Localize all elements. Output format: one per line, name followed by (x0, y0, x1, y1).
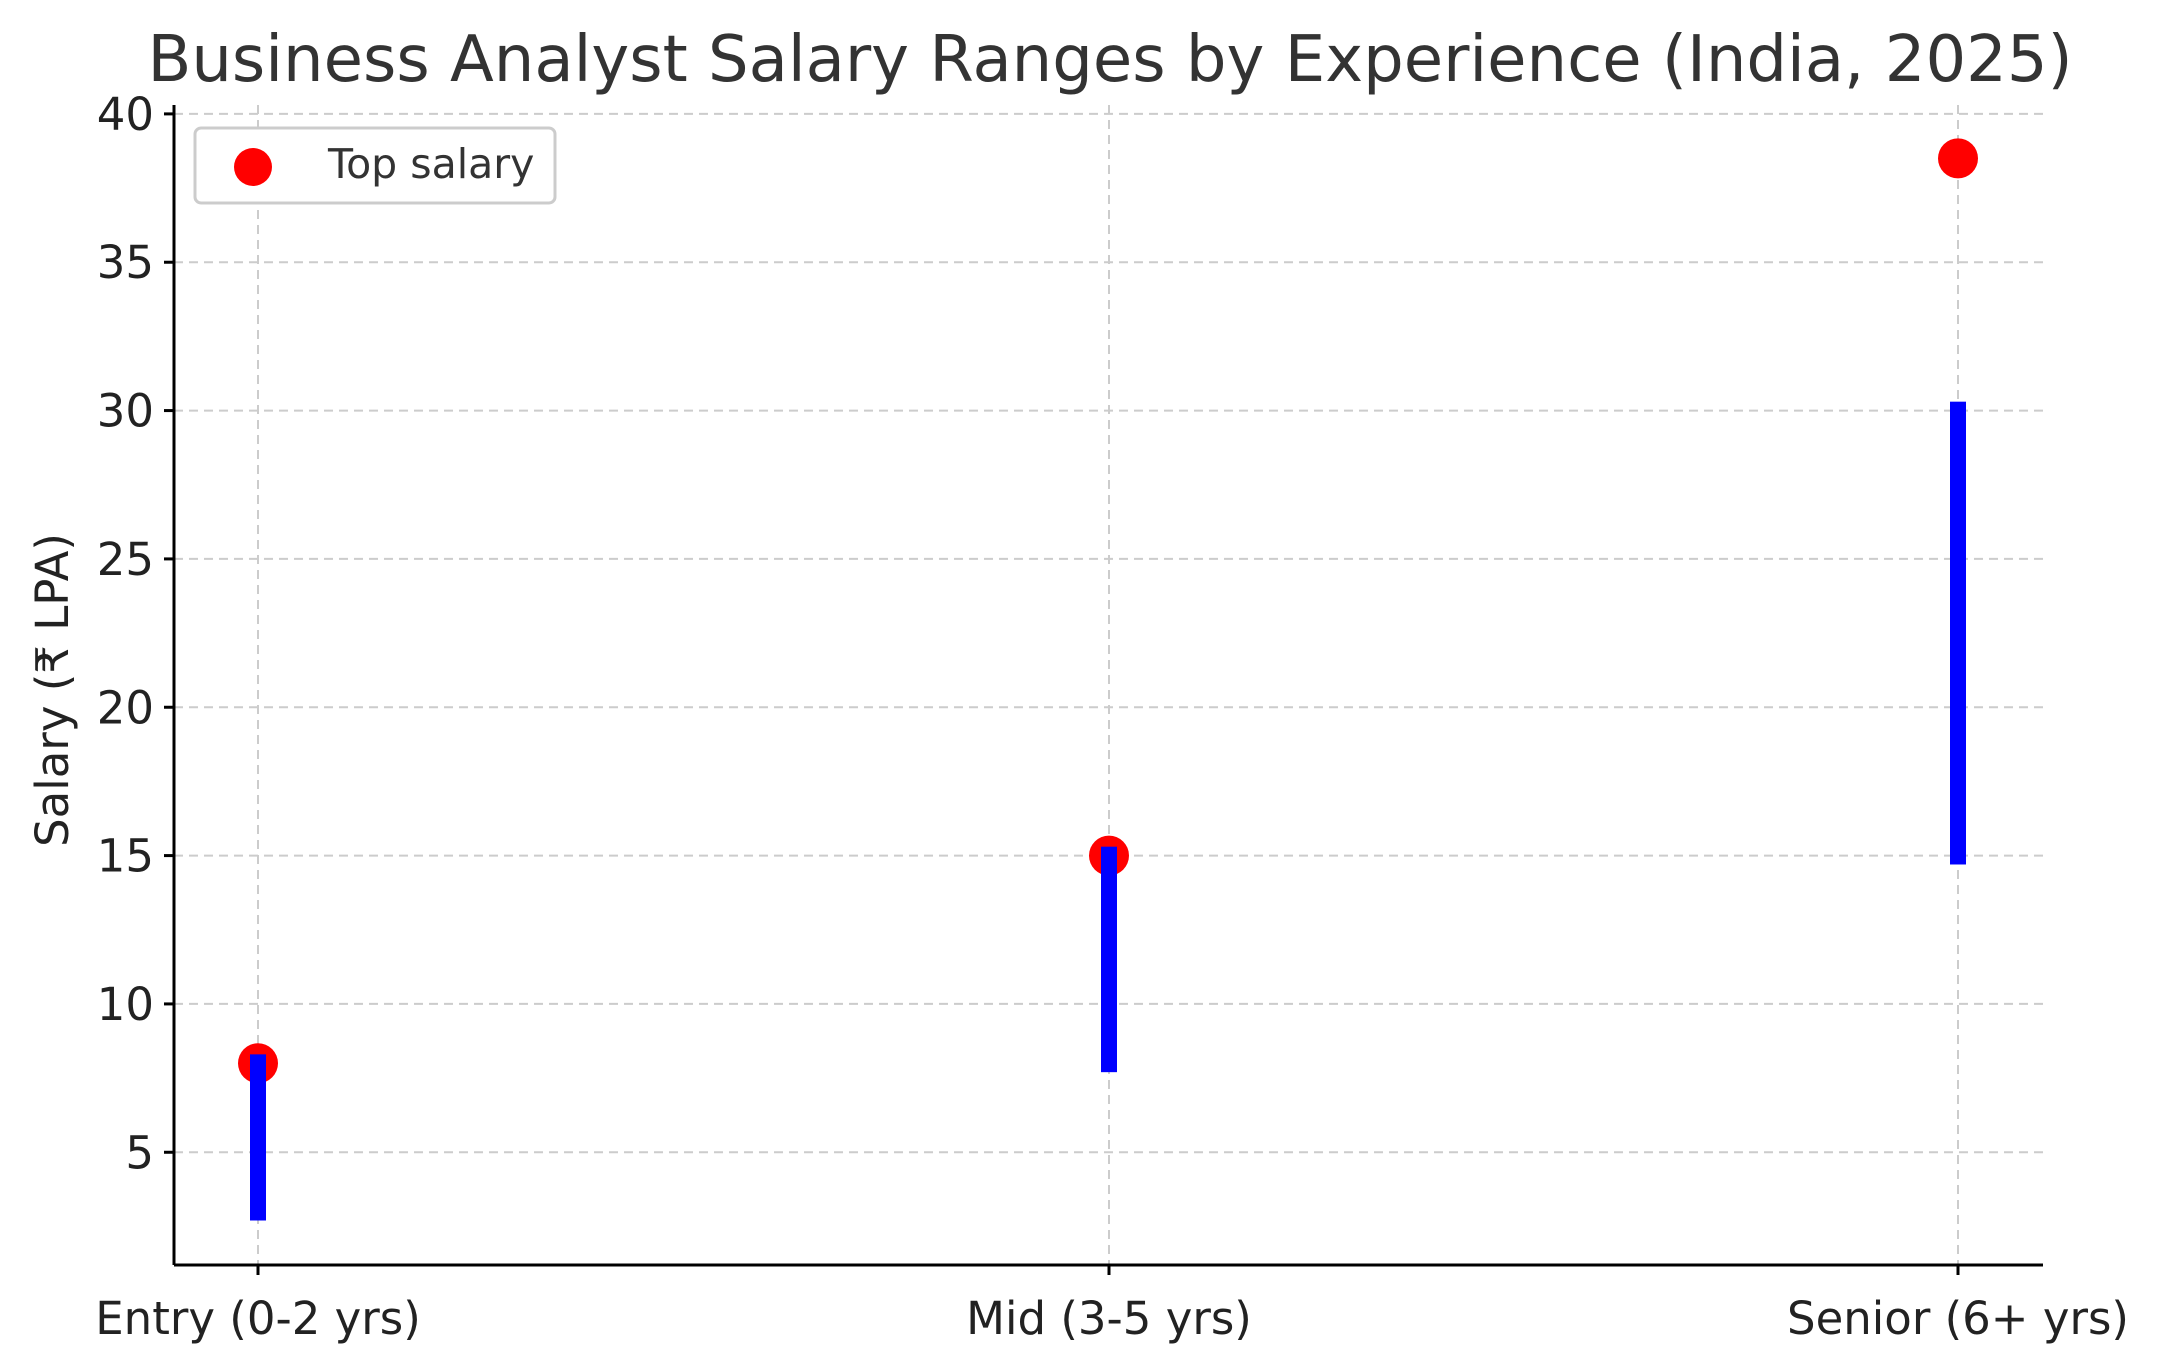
y-tick-label: 5 (125, 1126, 154, 1179)
y-tick-label: 35 (97, 236, 154, 289)
salary-range-bar (250, 1054, 266, 1221)
y-tick-label: 15 (97, 830, 154, 883)
x-tick-label: Senior (6+ yrs) (1787, 1292, 2129, 1345)
y-tick-label: 20 (97, 681, 154, 734)
legend: Top salary (193, 126, 557, 205)
y-tick-label: 25 (97, 533, 154, 586)
x-tick-label: Mid (3-5 yrs) (966, 1292, 1252, 1345)
x-tick-label: Entry (0-2 yrs) (95, 1292, 421, 1345)
chart-marks (238, 138, 1978, 1221)
grid (174, 105, 2043, 1265)
y-axis-label: Salary (₹ LPA) (26, 533, 79, 847)
axes (164, 105, 2043, 1275)
tick-labels: 5 10 15 20 25 30 35 40 Entry (0-2 yrs) Mid (3-5 y… (95, 88, 2129, 1345)
y-tick-label: 40 (97, 88, 154, 141)
legend-top-salary-marker (234, 148, 272, 186)
salary-range-bar (1950, 401, 1966, 865)
salary-range-bar (1101, 846, 1117, 1073)
legend-box (193, 126, 557, 205)
top-salary-point (1938, 138, 1978, 179)
legend-top-salary-label: Top salary (327, 140, 534, 188)
chart-title: Business Analyst Salary Ranges by Experi… (147, 23, 2072, 97)
y-tick-label: 10 (97, 978, 154, 1031)
y-tick-label: 30 (97, 385, 154, 438)
